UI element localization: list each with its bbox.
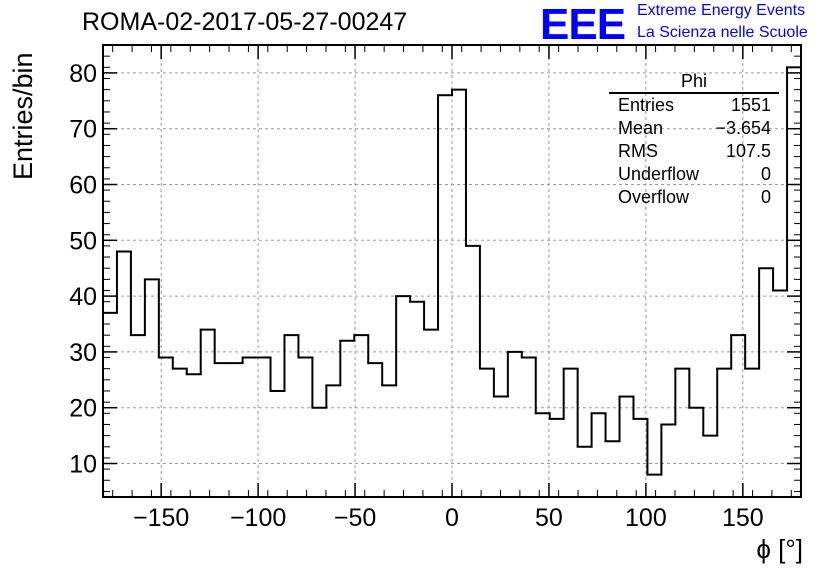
plot-frame [102, 44, 802, 498]
stats-value: −3.654 [715, 118, 771, 138]
x-tick-label: −50 [334, 504, 376, 532]
stats-label: RMS [618, 141, 658, 161]
y-tick-label: 50 [69, 227, 97, 255]
y-tick-label: 40 [69, 283, 97, 311]
tick-labels: −150 −100 −50 0 50 100 150 10 20 30 40 50 60 70 80 [69, 60, 764, 532]
x-tick-label: 0 [445, 504, 459, 532]
y-tick-label: 80 [69, 60, 97, 88]
stats-row-overflow: Overflow 0 [609, 186, 779, 209]
stats-title: Phi [609, 71, 779, 94]
y-tick-label: 10 [69, 451, 97, 479]
x-tick-label: −100 [230, 504, 286, 532]
stats-box: Phi Entries 1551 Mean −3.654 RMS 107.5 U… [609, 71, 779, 209]
x-tick-label: 150 [722, 504, 764, 532]
brand-line-2: La Scienza nelle Scuole [637, 24, 808, 41]
x-tick-label: −150 [133, 504, 189, 532]
axis-ticks [103, 44, 801, 497]
stats-row-entries: Entries 1551 [609, 94, 779, 117]
y-tick-label: 30 [69, 339, 97, 367]
stats-value: 1551 [730, 95, 771, 115]
stats-label: Mean [618, 118, 664, 138]
stats-label: Underflow [618, 164, 700, 184]
stats-row-rms: RMS 107.5 [609, 140, 779, 163]
x-tick-label: 100 [625, 504, 667, 532]
stats-row-mean: Mean −3.654 [609, 117, 779, 140]
chart-title: ROMA-02-2017-05-27-00247 [82, 8, 408, 36]
x-tick-label: 50 [535, 504, 563, 532]
stats-value: 0 [760, 187, 771, 207]
x-axis-label: ϕ [°] [756, 534, 803, 564]
y-tick-label: 60 [69, 172, 97, 200]
y-axis-label: Entries/bin [8, 52, 38, 180]
y-tick-label: 70 [69, 116, 97, 144]
eee-logo: EEE [540, 0, 626, 49]
grid-lines [103, 45, 801, 497]
histogram-bars [102, 66, 802, 476]
stats-value: 107.5 [725, 141, 771, 161]
stats-label: Overflow [618, 187, 690, 207]
stats-label: Entries [618, 95, 675, 115]
stats-value: 0 [760, 164, 771, 184]
brand-line-1: Extreme Energy Events [637, 2, 806, 19]
y-tick-label: 20 [69, 395, 97, 423]
stats-row-underflow: Underflow 0 [609, 163, 779, 186]
